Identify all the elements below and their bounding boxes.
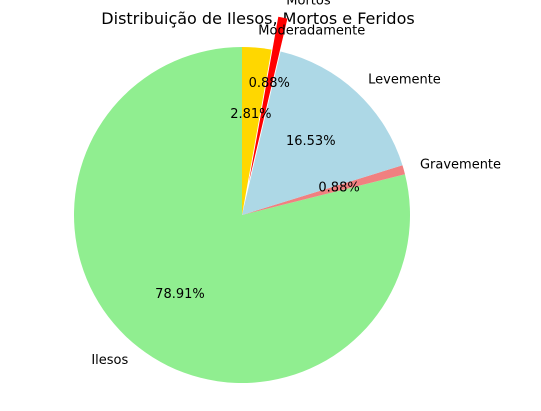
pie-labels: Ilesos 78.91% Gravemente 0.88% Levemente 16.5… [91,0,501,368]
slice-percent-gravemente: 0.88% [318,180,359,195]
slice-label-gravemente: Gravemente [420,158,501,173]
pie-slice-gravemente [242,165,405,215]
slice-percent-levemente: 16.53% [286,134,336,149]
pie-slice-levemente [242,51,403,216]
chart-title: Distribuição de Ilesos, Mortos e Feridos [101,9,414,28]
slice-percent-moderadamente: 2.81% [230,107,271,122]
slice-label-mortos: Mortos [286,0,331,9]
slice-label-levemente: Levemente [368,72,441,87]
slice-percent-mortos: 0.88% [249,76,290,91]
pie-slice-ilesos [73,47,410,384]
pie-slice-mortos [248,16,288,183]
pie-slice-moderadamente [242,47,272,215]
slice-label-moderadamente: Moderadamente [258,23,365,38]
pie-slices [73,16,410,384]
slice-label-ilesos: Ilesos [91,353,128,368]
slice-percent-ilesos: 78.91% [155,287,205,302]
